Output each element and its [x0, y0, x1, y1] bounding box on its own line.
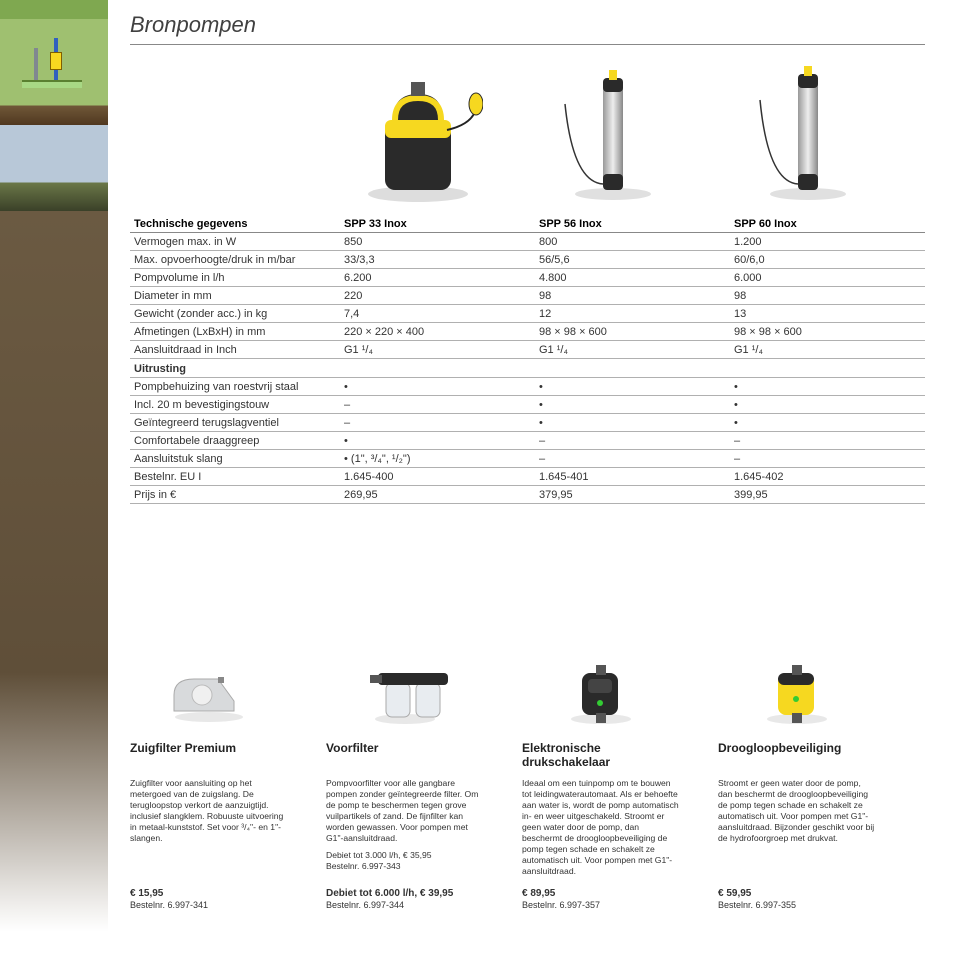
- table-section-row: Uitrusting: [130, 359, 925, 378]
- product-image-spp60: [710, 59, 905, 209]
- table-row: Afmetingen (LxBxH) in mm220 × 220 × 4009…: [130, 323, 925, 341]
- accessory-price-row: € 15,95 Bestelnr. 6.997-341 Debiet tot 6…: [130, 887, 930, 912]
- product-image-spp56: [515, 59, 710, 209]
- accessory-image-drukschakelaar: [522, 660, 680, 730]
- accessory-desc: Zuigfilter voor aansluiting op het meter…: [130, 778, 288, 883]
- table-row: Pompvolume in l/h6.2004.8006.000: [130, 269, 925, 287]
- table-row: Incl. 20 m bevestigingstouw–••: [130, 396, 925, 414]
- table-row: Aansluitstuk slang• (1", ³/₄", ¹/₂")––: [130, 450, 925, 468]
- accessory-title: Elektronische drukschakelaar: [522, 742, 680, 770]
- accessory-desc-row: Zuigfilter voor aansluiting op het meter…: [130, 778, 930, 883]
- accessory-title: Voorfilter: [326, 742, 484, 770]
- accessory-price: € 59,95 Bestelnr. 6.997-355: [718, 887, 876, 912]
- accessory-desc: Ideaal om een tuinpomp om te bouwen tot …: [522, 778, 680, 883]
- accessory-price: € 89,95 Bestelnr. 6.997-357: [522, 887, 680, 912]
- th-col1: SPP 33 Inox: [340, 215, 535, 233]
- spec-table: Technische gegevens SPP 33 Inox SPP 56 I…: [130, 215, 925, 504]
- accessory-price: € 15,95 Bestelnr. 6.997-341: [130, 887, 288, 912]
- th-col2: SPP 56 Inox: [535, 215, 730, 233]
- pump-diagram-icon: [22, 28, 82, 88]
- table-row: Max. opvoerhoogte/druk in m/bar33/3,356/…: [130, 251, 925, 269]
- product-image-row: [320, 59, 930, 209]
- table-row: Geïntegreerd terugslagventiel–••: [130, 414, 925, 432]
- accessory-titles-row: Zuigfilter Premium Voorfilter Elektronis…: [130, 742, 930, 770]
- accessory-image-voorfilter: [326, 660, 484, 730]
- accessory-image-droogloop: [718, 660, 876, 730]
- accessory-title: Droogloopbeveiliging: [718, 742, 876, 770]
- table-row: Aansluitdraad in InchG1 ¹/₄G1 ¹/₄G1 ¹/₄: [130, 341, 925, 359]
- accessory-price: Debiet tot 6.000 l/h, € 39,95 Bestelnr. …: [326, 887, 484, 912]
- table-row: Bestelnr. EU I1.645-4001.645-4011.645-40…: [130, 468, 925, 486]
- table-row: Comfortabele draaggreep•––: [130, 432, 925, 450]
- product-image-spp33: [320, 59, 515, 209]
- table-row: Vermogen max. in W8508001.200: [130, 233, 925, 251]
- th-label: Technische gegevens: [130, 215, 340, 233]
- accessory-desc: Stroomt er geen water door de pomp, dan …: [718, 778, 876, 883]
- accessory-image-zuigfilter: [130, 660, 288, 730]
- title-rule: [130, 44, 925, 45]
- accessory-title: Zuigfilter Premium: [130, 742, 288, 770]
- accessories-section: Zuigfilter Premium Voorfilter Elektronis…: [130, 660, 930, 911]
- table-header-row: Technische gegevens SPP 33 Inox SPP 56 I…: [130, 215, 925, 233]
- table-row: Pompbehuizing van roestvrij staal•••: [130, 378, 925, 396]
- table-row: Diameter in mm2209898: [130, 287, 925, 305]
- table-row: Prijs in €269,95379,95399,95: [130, 486, 925, 504]
- th-col3: SPP 60 Inox: [730, 215, 925, 233]
- table-row: Gewicht (zonder acc.) in kg7,41213: [130, 305, 925, 323]
- accessory-image-row: [130, 660, 930, 730]
- main-content: Bronpompen: [130, 12, 930, 504]
- accessory-desc: Pompvoorfilter voor alle gangbare pompen…: [326, 778, 484, 883]
- page-title: Bronpompen: [130, 12, 930, 38]
- photo-sidebar: [0, 0, 108, 960]
